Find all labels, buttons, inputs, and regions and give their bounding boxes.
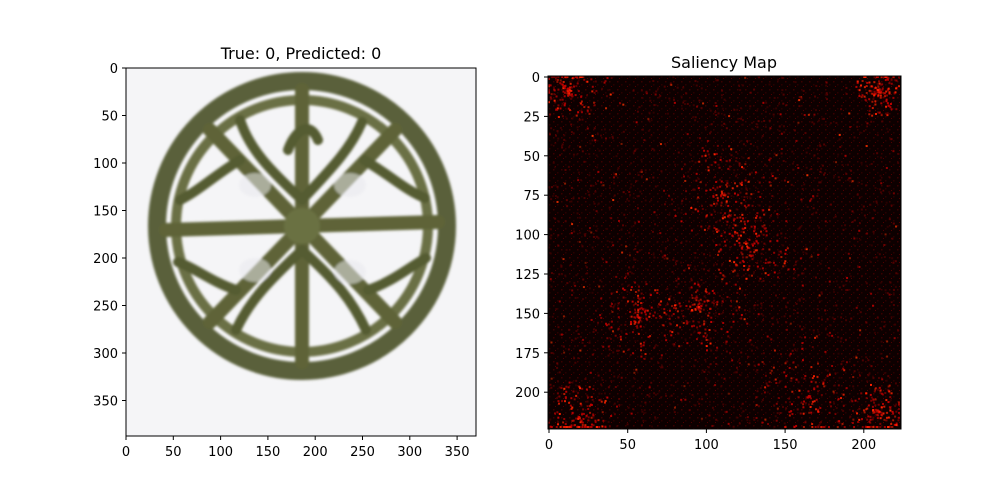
- x-tick-label: 100: [208, 445, 233, 460]
- x-tick-label: 150: [255, 445, 280, 460]
- x-tick-label: 150: [773, 438, 798, 453]
- y-tick-label: 75: [523, 189, 540, 204]
- x-tick-label: 0: [545, 438, 553, 453]
- y-tick-label: 0: [532, 71, 540, 86]
- original-title: True: 0, Predicted: 0: [220, 44, 382, 63]
- y-tick-label: 100: [93, 157, 118, 172]
- saliency-title: Saliency Map: [671, 53, 777, 72]
- x-tick-label: 50: [619, 438, 636, 453]
- x-tick-label: 350: [445, 445, 470, 460]
- original-panel: True: 0, Predicted: 0: [93, 44, 477, 460]
- x-tick-label: 300: [397, 445, 422, 460]
- y-tick-label: 150: [93, 205, 118, 220]
- saliency-y-ticks: [544, 76, 548, 393]
- y-tick-label: 100: [515, 229, 540, 244]
- y-tick-label: 200: [93, 252, 118, 267]
- saliency-x-ticks: [548, 429, 865, 433]
- y-tick-label: 250: [93, 300, 118, 315]
- y-tick-label: 0: [110, 62, 118, 77]
- original-y-ticks: [122, 67, 126, 401]
- y-tick-label: 25: [523, 110, 540, 125]
- y-tick-label: 350: [93, 395, 118, 410]
- x-tick-label: 250: [350, 445, 375, 460]
- original-axes-frame: [125, 67, 477, 437]
- original-image: [126, 68, 476, 436]
- y-tick-label: 300: [93, 347, 118, 362]
- y-tick-label: 150: [515, 307, 540, 322]
- original-x-tick-labels: 0 50 100 150 200 250 300 350: [122, 445, 470, 460]
- x-tick-label: 50: [165, 445, 182, 460]
- x-tick-label: 0: [122, 445, 130, 460]
- saliency-hotspots: [548, 76, 900, 428]
- x-tick-label: 100: [694, 438, 719, 453]
- y-tick-label: 200: [515, 386, 540, 401]
- x-tick-label: 200: [851, 438, 876, 453]
- original-y-tick-labels: 0 50 100 150 200 250 300 350: [93, 62, 118, 410]
- y-tick-label: 125: [515, 268, 540, 283]
- saliency-image: [548, 76, 901, 429]
- y-tick-label: 50: [101, 110, 118, 125]
- original-x-ticks: [125, 436, 458, 440]
- y-tick-label: 175: [515, 347, 540, 362]
- y-tick-label: 50: [523, 150, 540, 165]
- saliency-axes-frame: [547, 75, 902, 430]
- saliency-y-tick-labels: 0 25 50 75 100 125 150 175 200: [515, 71, 540, 401]
- saliency-panel: Saliency Map 0 50 100 150 200 0 25: [515, 53, 902, 453]
- x-tick-label: 200: [303, 445, 328, 460]
- saliency-x-tick-labels: 0 50 100 150 200: [545, 438, 876, 453]
